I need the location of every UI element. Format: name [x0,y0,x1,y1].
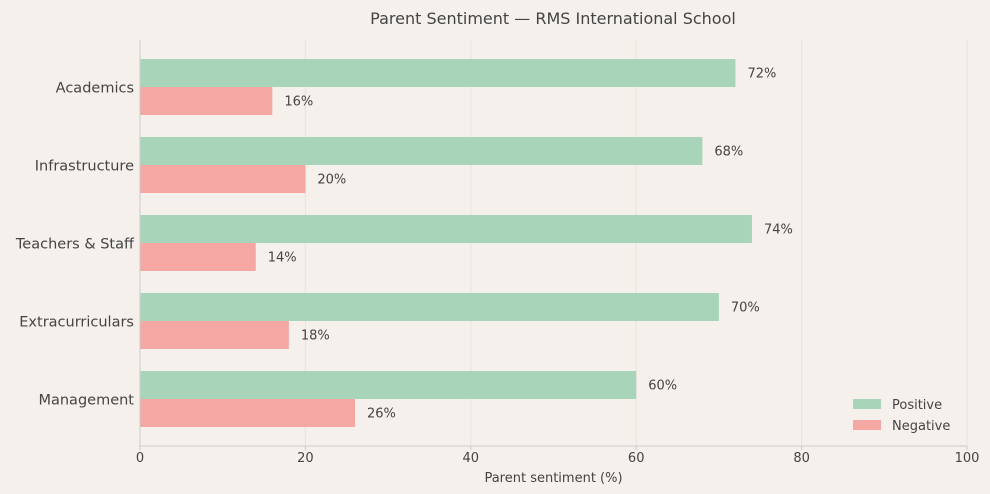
x-axis-title: Parent sentiment (%) [484,471,622,486]
bar-negative [140,243,256,271]
category-label: Infrastructure [35,159,134,175]
category-label: Management [38,393,134,409]
legend-label: Positive [892,398,942,413]
category-label: Teachers & Staff [15,237,135,253]
value-label: 72% [747,67,776,82]
bar-negative [140,87,273,115]
chart-title: Parent Sentiment — RMS International Sch… [370,9,736,28]
category-label: Academics [56,81,134,97]
legend-label: Negative [892,419,950,434]
legend-swatch [853,399,881,409]
x-tick-label: 20 [297,451,314,466]
bar-negative [140,165,306,193]
value-label: 60% [648,379,677,394]
value-label: 14% [268,251,297,266]
bar-negative [140,399,356,427]
legend-swatch [853,420,881,430]
x-tick-label: 100 [955,451,980,466]
value-label: 70% [731,301,760,316]
bar-positive [140,371,637,399]
x-tick-label: 80 [793,451,810,466]
value-label: 26% [367,407,396,422]
value-label: 20% [317,173,346,188]
bar-positive [140,293,719,321]
category-label: Extracurriculars [19,315,134,331]
axes: 0 20 40 60 80 100 Academics Infrastructure Teach… [15,40,980,466]
value-label: 68% [714,145,743,160]
bar-positive [140,215,752,243]
x-tick-label: 40 [463,451,480,466]
value-label: 18% [301,329,330,344]
x-tick-label: 60 [628,451,645,466]
value-label: 16% [284,95,313,110]
value-label: 74% [764,223,793,238]
x-tick-label: 0 [136,451,144,466]
bar-positive [140,137,703,165]
bar-positive [140,59,736,87]
bars: 72% 16% 68% 20% 74% 14% 70% 18% 60% 26% [140,59,793,427]
bar-negative [140,321,289,349]
legend: Positive Negative [853,398,950,434]
